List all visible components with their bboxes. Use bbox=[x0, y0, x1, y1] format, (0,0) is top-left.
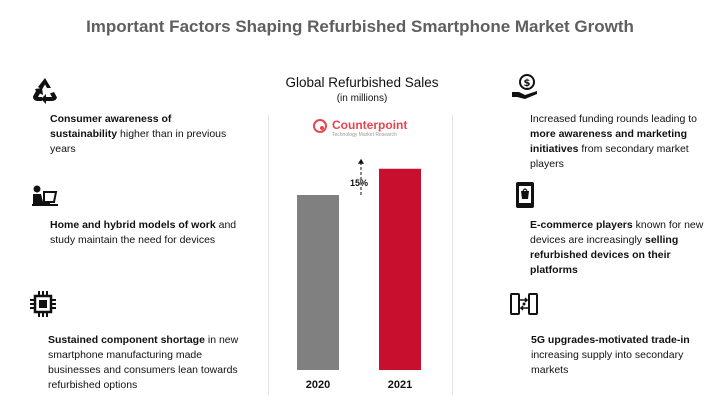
page-title: Important Factors Shaping Refurbished Sm… bbox=[86, 17, 634, 36]
counterpoint-logo-icon bbox=[313, 119, 327, 133]
logo-name: Counterpoint bbox=[332, 118, 408, 132]
bar-chart: 2020 2021 15% bbox=[297, 158, 421, 391]
chart-title: Global Refurbished Sales bbox=[285, 75, 439, 90]
chart-subtitle: (in millions) bbox=[336, 93, 388, 104]
laptop-user-icon bbox=[32, 185, 58, 206]
svg-text:$: $ bbox=[524, 78, 531, 89]
factor-component-shortage: Sustained component shortage in new smar… bbox=[48, 334, 239, 391]
factor-hybrid-work: Home and hybrid models of work and study… bbox=[50, 219, 237, 246]
factor-sustainability: Consumer awareness of sustainability hig… bbox=[50, 113, 227, 155]
x-tick-label-2020: 2020 bbox=[306, 379, 330, 391]
bar-2021 bbox=[379, 168, 421, 370]
phone-store-icon bbox=[516, 182, 534, 208]
factor-funding: Increased funding rounds leading to more… bbox=[530, 113, 697, 170]
factor-5g-tradein: 5G upgrades-motivated trade-in increasin… bbox=[531, 334, 690, 376]
logo-tagline: Technology Market Research bbox=[332, 132, 397, 138]
recycle-icon bbox=[33, 78, 57, 104]
chart-right-divider bbox=[452, 115, 453, 395]
hand-dollar-icon: $ bbox=[512, 74, 537, 99]
growth-label: 15% bbox=[350, 178, 368, 188]
factor-ecommerce: E-commerce players known for new devices… bbox=[530, 219, 704, 276]
chip-icon bbox=[30, 291, 56, 317]
phone-exchange-icon bbox=[510, 293, 538, 315]
growth-arrow-head bbox=[358, 158, 364, 164]
x-tick-label-2021: 2021 bbox=[388, 379, 412, 391]
chart-left-divider bbox=[268, 115, 269, 395]
bar-2020 bbox=[297, 195, 339, 370]
